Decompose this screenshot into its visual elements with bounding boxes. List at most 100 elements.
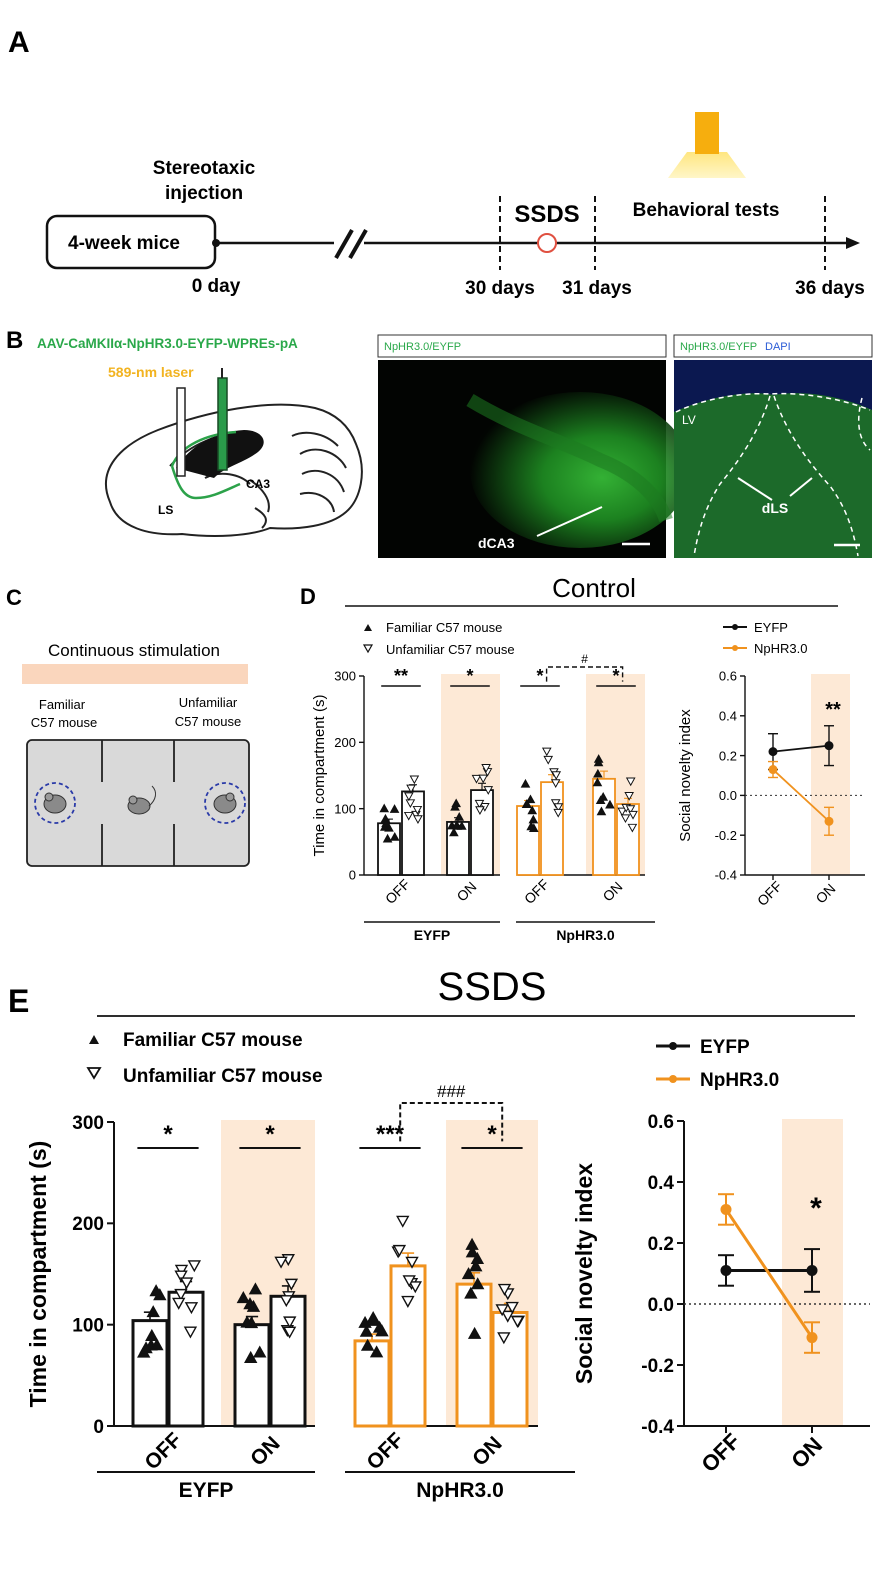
- chart-e-index: -0.4 -0.2 0.0 0.2 0.4 0.6 Social novelty index…: [571, 1112, 870, 1477]
- e-index-point-eyfp-0: [720, 1264, 732, 1276]
- e-index-y-tick-label-1: -0.2: [641, 1356, 674, 1377]
- e-bars-point-2-1-1: [405, 1256, 419, 1269]
- e-bars-point-1-0-7: [248, 1282, 263, 1295]
- d-bars-point-3-1-0: [617, 807, 628, 817]
- injection-needle-icon: [217, 377, 228, 471]
- d-bars-sig-label-3: *: [612, 666, 619, 686]
- d-bars-x-tick-label-2: OFF: [521, 876, 552, 907]
- image2-pointer-left: [737, 477, 773, 501]
- legend-e-nphr-icon: [669, 1075, 677, 1083]
- day-0: 0 day: [192, 276, 241, 297]
- e-index-point-nphr-0: [720, 1203, 732, 1215]
- d-bars-point-0-1-1: [405, 799, 416, 809]
- ssds-label: SSDS: [514, 201, 579, 228]
- e-bars-point-3-0-4: [470, 1251, 485, 1264]
- e-index-sig-label: *: [810, 1192, 822, 1225]
- e-bars-point-0-1-7: [183, 1326, 198, 1339]
- e-bars-bar-on-3-familiar: [455, 1282, 493, 1428]
- e-index-y-tick-label-4: 0.4: [648, 1173, 675, 1194]
- legend-d-unfamiliar: Unfamiliar C57 mouse: [362, 642, 515, 657]
- d-bars-sig-label-2: *: [536, 666, 543, 686]
- e-bars-point-3-1-5: [497, 1283, 512, 1296]
- behavioral-label: Behavioral tests: [633, 200, 780, 221]
- e-bars-point-3-1-1: [501, 1310, 515, 1323]
- d-bars-point-2-1-1: [541, 747, 552, 757]
- day-31: 31 days: [562, 278, 632, 299]
- image2-dash-right: [773, 395, 859, 557]
- e-bars-x-tick-label-2: OFF: [362, 1428, 408, 1474]
- e-bars-y-tick-label-0: 0: [93, 1417, 104, 1438]
- brain-label-ca3: CA3: [246, 477, 270, 491]
- e-bars-y-tick-label-2: 200: [72, 1214, 104, 1235]
- d-bars-point-0-1-2: [413, 815, 423, 824]
- image2-title-box: [673, 334, 873, 358]
- d-bars-point-1-1-6: [474, 799, 485, 809]
- e-bars-point-2-0-7: [375, 1324, 389, 1337]
- panel-letter-a: A: [8, 26, 30, 59]
- d-index-y-tick-label-3: 0.2: [719, 748, 737, 763]
- image2-title-a: NpHR3.0/EYFP: [680, 341, 757, 353]
- d-index-y-tick-label-5: 0.6: [719, 669, 737, 684]
- legend-e-eyfp-label: EYFP: [700, 1037, 750, 1058]
- e-bars-between-marker: ###: [437, 1082, 466, 1101]
- d-bars-y-tick-label-0: 0: [349, 868, 356, 883]
- e-bars-sig-label-3: *: [487, 1121, 497, 1148]
- d-bars-point-0-1-5: [406, 784, 416, 794]
- image2-dash-top: [675, 392, 871, 413]
- d-bars-point-0-0-7: [381, 818, 391, 828]
- e-bars-point-2-1-5: [401, 1295, 415, 1308]
- panel-letter-b: B: [6, 327, 23, 354]
- e-bars-point-0-1-3: [187, 1260, 202, 1273]
- cage-left: [34, 782, 76, 824]
- timeline-break-1: [334, 229, 354, 259]
- d-bars-point-0-0-2: [379, 803, 390, 813]
- d-index-x-tick-label-0: OFF: [754, 878, 785, 909]
- d-index-line-eyfp: [772, 744, 830, 753]
- d-bars-point-1-0-3: [450, 801, 460, 811]
- brain-label-ls: LS: [158, 503, 173, 517]
- d-index-line-nphr: [772, 768, 830, 822]
- e-index-x-tick-label-1: ON: [786, 1432, 827, 1473]
- panel-c: C Continuous stimulation Familiar C57 mo…: [6, 585, 250, 867]
- legend-e-eyfp: EYFP: [656, 1037, 750, 1058]
- e-bars-bar-off-2-unfamiliar: [389, 1264, 427, 1428]
- e-bars-bar-on-1-unfamiliar: [269, 1294, 307, 1428]
- legend-d-eyfp: EYFP: [723, 620, 788, 635]
- e-bars-point-0-0-6: [150, 1338, 164, 1351]
- e-index-x-tick-label-0: OFF: [696, 1428, 745, 1477]
- laser-label: 589-nm laser: [108, 364, 194, 380]
- injection-label-1: Stereotaxic: [153, 158, 256, 179]
- e-index-y-tick-label-5: 0.6: [648, 1112, 674, 1133]
- d-bars-point-3-0-7: [593, 768, 603, 778]
- d-bars-between-marker: #: [581, 652, 588, 666]
- mouse-center-icon: [127, 785, 157, 815]
- panel-e-title: SSDS: [438, 965, 547, 1009]
- d-bars-bar-off-0-unfamiliar: [401, 790, 425, 876]
- mouse-unfamiliar-icon: [213, 792, 237, 814]
- lamp-icon: [668, 112, 746, 178]
- legend-d-familiar: Familiar C57 mouse: [364, 620, 502, 635]
- d-bars-point-3-1-6: [620, 814, 631, 824]
- e-bars-point-2-0-6: [358, 1315, 372, 1328]
- e-bars-point-2-0-2: [360, 1338, 375, 1351]
- d-bars-point-3-0-6: [605, 799, 615, 809]
- e-bars-point-2-1-2: [408, 1281, 422, 1294]
- d-index-point-nphr-1: [824, 816, 834, 826]
- image2-title-b: DAPI: [765, 341, 791, 353]
- virus-label: AAV-CaMKIIα-NpHR3.0-EYFP-WPREs-pA: [37, 336, 298, 351]
- d-bars-y-tick-label-3: 300: [334, 669, 356, 684]
- legend-d-familiar-label: Familiar C57 mouse: [386, 620, 502, 635]
- d-bars-point-1-1-3: [481, 764, 491, 773]
- e-bars-point-0-0-2: [146, 1305, 160, 1318]
- e-bars-y-tick-label-1: 100: [72, 1316, 104, 1337]
- e-bars-point-2-1-4: [402, 1275, 416, 1288]
- right-label-2: C57 mouse: [175, 714, 241, 729]
- legend-e-nphr: NpHR3.0: [656, 1070, 779, 1091]
- d-bars-group-label-0: EYFP: [414, 927, 451, 943]
- e-bars-bar-on-1-familiar: [233, 1323, 271, 1428]
- e-bars-point-3-0-1: [471, 1277, 485, 1290]
- d-bars-sig-label-0: **: [394, 666, 408, 686]
- e-bars-x-tick-label-0: OFF: [140, 1428, 186, 1474]
